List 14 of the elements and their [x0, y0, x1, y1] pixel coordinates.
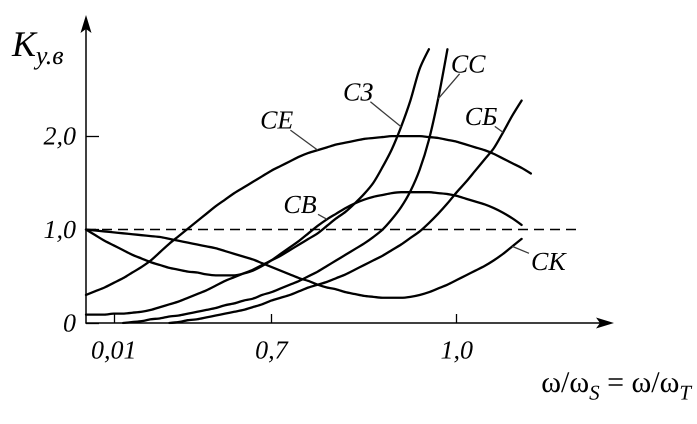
y-axis-title: К$_{у.в}$	[12, 24, 64, 70]
series-label: СК	[531, 246, 568, 276]
series-label: СЕ	[260, 106, 294, 135]
series-label: СБ	[464, 102, 498, 131]
x-tick-label: 0,01	[91, 336, 137, 364]
x-tick-label: 1,0	[440, 336, 473, 364]
series-label: СС	[450, 49, 486, 78]
y-tick-label: 1,0	[44, 215, 76, 244]
x-tick-label: 0,7	[255, 336, 289, 364]
series-label: СВ	[283, 190, 317, 219]
x-axis-title: ω/ω$_{S}$ = ω/ω$_{T}$	[541, 366, 691, 404]
y-tick-label: 0	[63, 308, 76, 338]
series-label: СЗ	[343, 77, 374, 106]
y-tick-label: 2,0	[44, 122, 76, 151]
